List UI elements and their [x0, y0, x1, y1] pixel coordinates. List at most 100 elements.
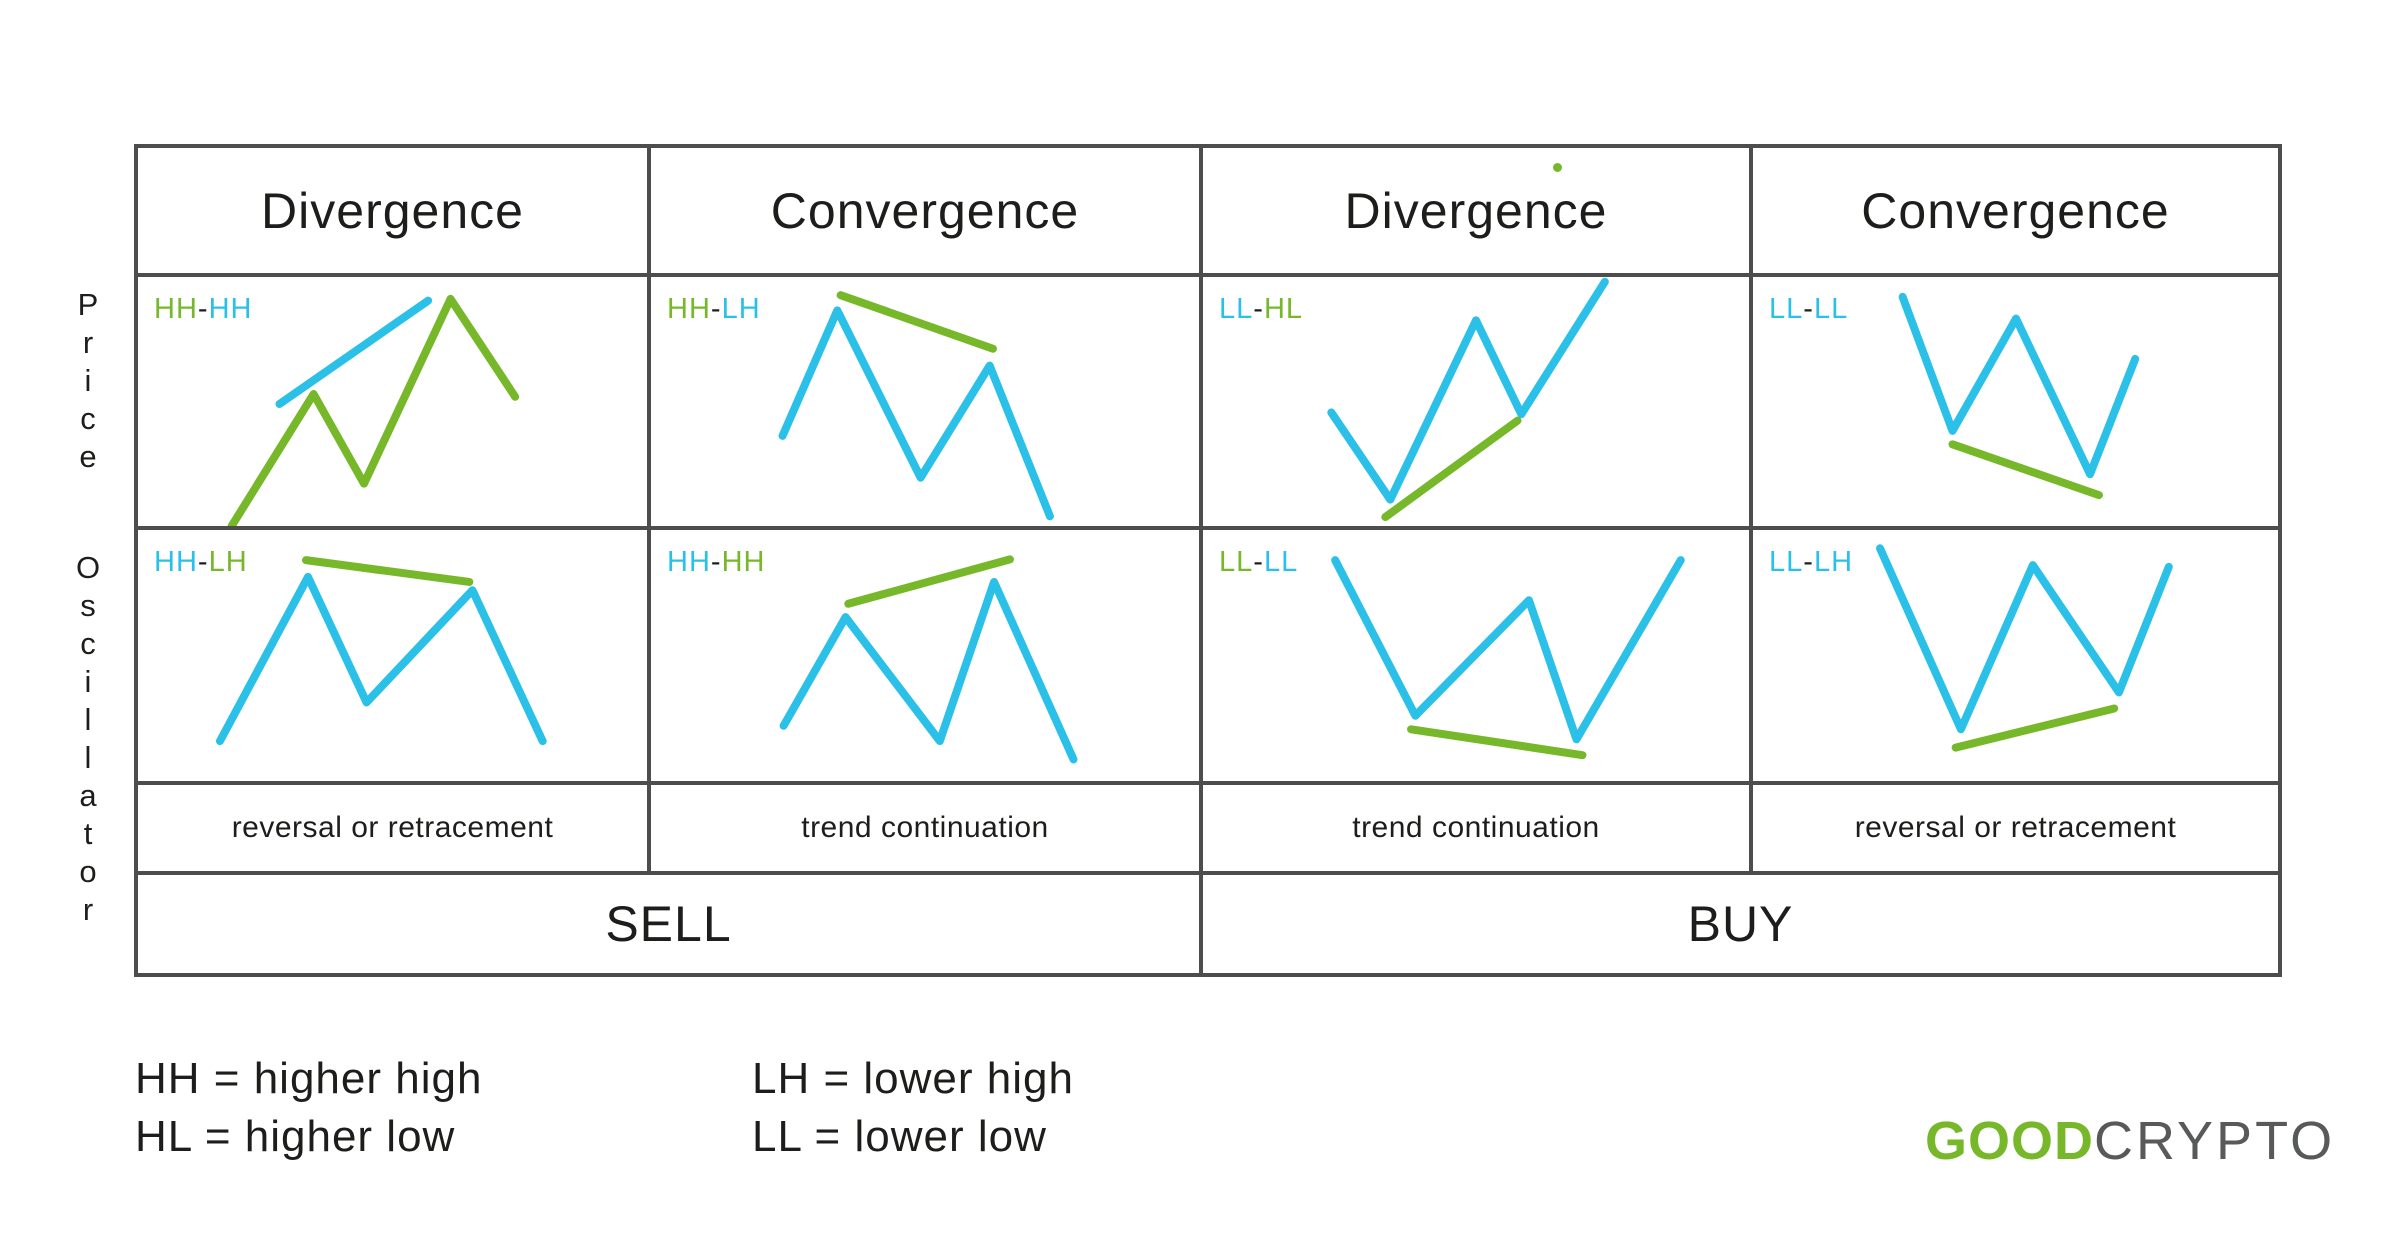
trendline — [848, 559, 1010, 603]
vertical-letter: a — [79, 778, 97, 813]
outcome-reversal-1: reversal or retracement — [138, 785, 651, 875]
pattern-code-part: - — [710, 546, 722, 578]
oscillator-zigzag — [784, 582, 1074, 759]
price-zigzag — [232, 299, 516, 526]
vertical-letter: i — [84, 363, 92, 398]
pattern-code-part: LL — [1219, 546, 1254, 578]
pattern-code-part: HL — [1263, 293, 1304, 325]
header-label: Convergence — [770, 182, 1080, 239]
oscillator-divergence-sell-drawing — [138, 530, 647, 781]
action-sell: SELL — [138, 875, 1203, 973]
pattern-code-part: - — [197, 293, 209, 325]
pattern-label: LL-LL — [1219, 546, 1298, 579]
legend-item: LH = lower high — [752, 1054, 1074, 1103]
header-label: Divergence — [261, 182, 524, 239]
pattern-code-part: - — [197, 546, 209, 578]
pattern-code-part: - — [710, 293, 722, 325]
pattern-code-part: HH — [667, 546, 711, 578]
green-dot — [1553, 163, 1562, 172]
vertical-letter: r — [82, 325, 94, 360]
pattern-code-part: LL — [1263, 546, 1299, 578]
vertical-letter: i — [84, 664, 92, 699]
trendline — [1411, 729, 1582, 755]
vertical-letter: c — [80, 626, 96, 661]
legend-item: HL = higher low — [135, 1112, 456, 1161]
oscillator-zigzag — [220, 577, 543, 741]
pattern-code-part: - — [1803, 546, 1814, 578]
action-buy: BUY — [1203, 875, 2278, 973]
cell-oscillator-divergence-buy: LL-LL — [1203, 530, 1753, 785]
trendline — [1956, 708, 2115, 747]
legend-item: HH = higher high — [135, 1054, 483, 1103]
price-zigzag — [783, 310, 1050, 516]
vertical-letter: e — [79, 439, 97, 474]
pattern-label: LL-LH — [1769, 546, 1853, 579]
pattern-table: Divergence Convergence Divergence Conver… — [134, 144, 2282, 977]
vertical-letter: P — [77, 287, 99, 322]
vertical-letter: r — [82, 892, 94, 927]
trendline — [306, 560, 469, 582]
trendline — [841, 295, 993, 349]
vertical-letter: c — [80, 401, 96, 436]
outcome-label: reversal or retracement — [231, 811, 554, 844]
legend-column-2: LH = lower high LL = lower low — [752, 1050, 1074, 1166]
action-label: SELL — [605, 896, 732, 952]
pattern-code-part: - — [1253, 293, 1264, 325]
legend-item: LL = lower low — [752, 1112, 1047, 1161]
trendline — [280, 301, 429, 404]
cell-oscillator-convergence-sell: HH-HH — [651, 530, 1203, 785]
pattern-code-part: LL — [1769, 293, 1804, 325]
oscillator-convergence-sell-drawing — [651, 530, 1199, 781]
outcome-label: reversal or retracement — [1854, 811, 2177, 844]
pattern-code-part: - — [1803, 293, 1814, 325]
pattern-code-part: LH — [1813, 546, 1854, 578]
vertical-letter: l — [84, 702, 92, 737]
vertical-letter: O — [75, 550, 101, 585]
pattern-label: HH-LH — [667, 293, 761, 326]
pattern-code-part: HH — [721, 546, 766, 578]
pattern-label: LL-LL — [1769, 293, 1848, 326]
pattern-code-part: LH — [721, 293, 761, 325]
pattern-code-part: LL — [1219, 293, 1254, 325]
oscillator-zigzag — [1880, 548, 2169, 729]
pattern-code-part: - — [1253, 546, 1264, 578]
trendline — [1385, 421, 1517, 517]
pattern-code-part: LL — [1769, 546, 1804, 578]
goodcrypto-logo: GOOD CRYPTO — [1925, 1112, 2335, 1170]
price-convergence-buy-drawing — [1753, 277, 2278, 526]
price-divergence-sell-drawing — [138, 277, 647, 526]
outcome-continuation-2: trend continuation — [1203, 785, 1753, 875]
pattern-code-part: HH — [154, 293, 198, 325]
oscillator-convergence-buy-drawing — [1753, 530, 2278, 781]
cell-price-convergence-buy: LL-LL — [1753, 277, 2278, 530]
header-divergence-sell: Divergence — [138, 148, 651, 277]
price-divergence-buy-drawing — [1203, 277, 1749, 526]
cell-price-divergence-buy: LL-HL — [1203, 277, 1753, 530]
header-divergence-buy: Divergence — [1203, 148, 1753, 277]
outcome-label: trend continuation — [1352, 811, 1600, 844]
header-convergence-buy: Convergence — [1753, 148, 2278, 277]
cell-oscillator-convergence-buy: LL-LH — [1753, 530, 2278, 785]
logo-good: GOOD — [1925, 1111, 2095, 1171]
pattern-code-part: LH — [208, 546, 248, 578]
outcome-label: trend continuation — [801, 811, 1049, 844]
trendline — [1953, 444, 2099, 495]
price-convergence-sell-drawing — [651, 277, 1199, 526]
header-convergence-sell: Convergence — [651, 148, 1203, 277]
price-zigzag — [1331, 282, 1605, 500]
cell-price-convergence-sell: HH-LH — [651, 277, 1203, 530]
price-zigzag — [1903, 297, 2136, 474]
outcome-continuation-1: trend continuation — [651, 785, 1203, 875]
pattern-code-part: HH — [667, 293, 711, 325]
header-label: Divergence — [1344, 182, 1608, 239]
pattern-label: HH-HH — [667, 546, 765, 579]
action-label: BUY — [1687, 896, 1794, 952]
pattern-label: HH-LH — [154, 546, 248, 579]
pattern-code-part: HH — [208, 293, 253, 325]
vertical-letter: l — [84, 740, 92, 775]
vertical-letter: t — [83, 816, 93, 851]
pattern-label: HH-HH — [154, 293, 252, 326]
